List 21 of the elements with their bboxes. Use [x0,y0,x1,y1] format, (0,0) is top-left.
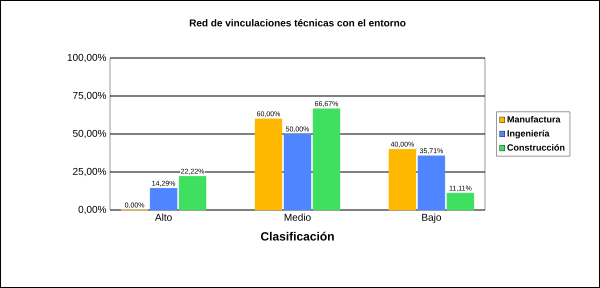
bar [284,134,312,210]
y-tick-label: 75,00% [73,92,106,100]
bar [254,118,282,210]
y-tick-label: 50,00% [72,130,106,138]
bar [178,176,206,210]
y-tick-label: 25,00% [73,168,106,176]
chart-title: Red de vinculaciones técnicas con el entorno [190,19,406,26]
y-tick-label: 0,00% [78,206,106,214]
legend-label: Ingeniería [508,130,550,138]
legend-label: Construcción [507,144,564,151]
bar [388,148,416,210]
bar [446,192,474,210]
x-tick-label: Bajo [422,214,442,223]
x-tick-label: Alto [154,214,172,221]
legend-label: Manufactura [508,116,561,122]
x-tick-label: Medio [284,214,311,221]
bar [312,108,340,210]
bar [418,156,446,210]
y-tick-label: 100,00% [68,54,106,62]
bar [150,188,178,210]
x-axis-title: Clasificación [260,232,334,241]
